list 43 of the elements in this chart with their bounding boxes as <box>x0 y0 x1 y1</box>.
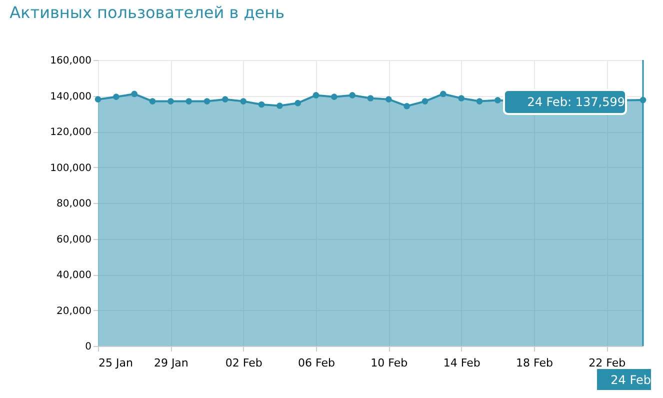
point <box>367 95 374 102</box>
point <box>404 102 410 110</box>
y-tick-label: 60,000 <box>56 234 92 246</box>
y-tick-label: 40,000 <box>56 270 92 281</box>
x-tick-label: 10 Feb <box>370 356 408 370</box>
x-tick-label: 22 Feb <box>588 356 626 370</box>
annotation: 24 Feb: 137,599 <box>527 95 625 110</box>
y-tick-label: 120,000 <box>50 127 92 138</box>
point <box>294 100 301 106</box>
point <box>458 95 464 102</box>
y-tick-label: 100,000 <box>50 162 92 174</box>
point <box>149 98 156 104</box>
point <box>113 94 120 100</box>
x-tick-label: 14 Feb <box>443 356 480 370</box>
point <box>168 98 174 104</box>
point <box>222 96 228 102</box>
point <box>276 102 283 109</box>
y-tick-label: 140,000 <box>50 91 92 102</box>
y-tick-label: 80,000 <box>56 198 92 210</box>
y-tick-label: 160,000 <box>50 56 92 66</box>
point <box>312 92 320 98</box>
point <box>186 98 192 104</box>
y-tick-label: 0 <box>85 342 92 352</box>
point <box>349 92 356 98</box>
ref-line-label: 24 Feb <box>610 373 651 387</box>
point <box>240 98 246 104</box>
point <box>476 98 483 104</box>
point <box>331 94 338 100</box>
x-tick-label: 18 Feb <box>516 356 553 370</box>
point <box>440 90 446 98</box>
point <box>204 98 210 104</box>
x-tick-label: 25 Jan <box>98 356 133 370</box>
point <box>94 96 102 102</box>
chart-title: Активных пользователей в день <box>10 3 285 22</box>
x-tick-label: 29 Jan <box>154 356 188 370</box>
point <box>422 98 428 104</box>
point <box>258 101 265 108</box>
point <box>386 96 392 102</box>
point <box>131 90 138 98</box>
y-tick-label: 20,000 <box>56 306 92 317</box>
point <box>494 97 501 104</box>
x-tick-label: 06 Feb <box>298 356 335 370</box>
x-tick-label: 02 Feb <box>225 356 262 370</box>
